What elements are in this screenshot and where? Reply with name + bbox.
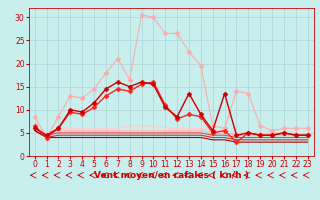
X-axis label: Vent moyen/en rafales ( kn/h ): Vent moyen/en rafales ( kn/h ): [94, 171, 249, 180]
